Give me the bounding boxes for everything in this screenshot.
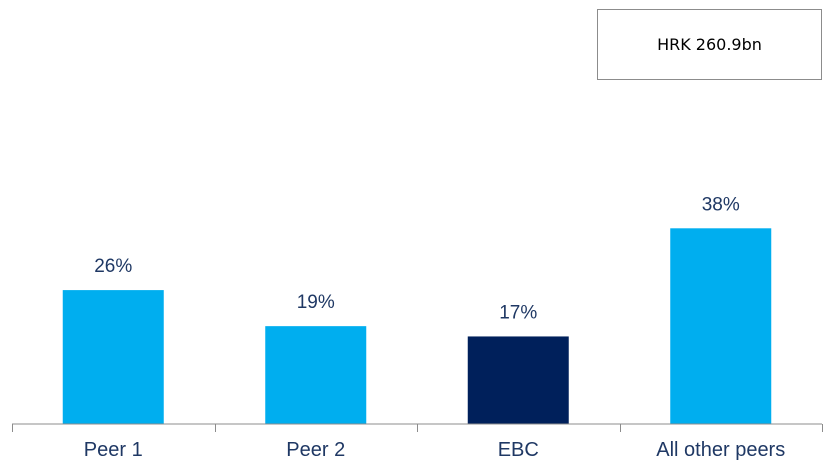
data-label: 17% (499, 302, 537, 323)
market-total-box: HRK 260.9bn (597, 9, 822, 80)
labels-layer: 26% Peer 1 19% Peer 2 17% EBC 38% All other pee… (84, 194, 785, 461)
x-tick-label: All other peers (656, 439, 785, 461)
x-tick-label: Peer 2 (286, 439, 345, 461)
bar-peer-1 (62, 290, 164, 424)
bar-all-other-peers (670, 228, 772, 424)
bar-peer-2 (265, 326, 367, 424)
x-tick-label: EBC (498, 439, 539, 461)
x-axis (12, 423, 823, 432)
data-label: 19% (297, 292, 335, 313)
data-label: 26% (94, 256, 132, 277)
market-total-text: HRK 260.9bn (657, 35, 762, 54)
bars-layer (62, 228, 772, 424)
x-tick-label: Peer 1 (84, 439, 143, 461)
bar-ebc (467, 336, 569, 424)
data-label: 38% (702, 194, 740, 215)
